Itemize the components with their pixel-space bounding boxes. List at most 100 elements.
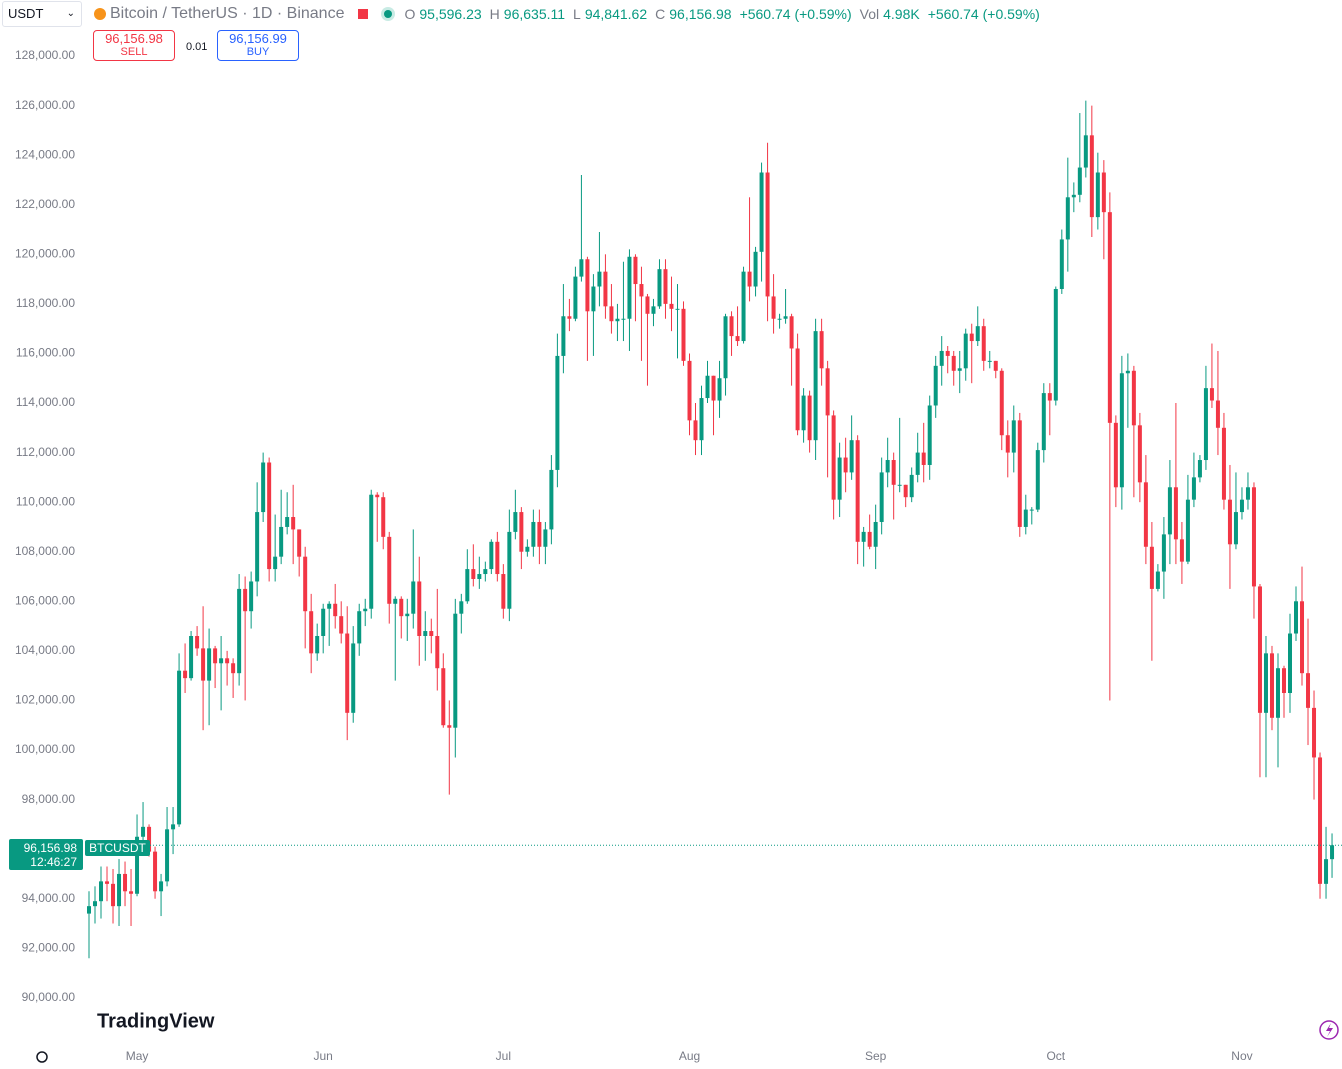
candle-body: [189, 635, 194, 679]
x-tick-label: Nov: [1231, 1049, 1252, 1063]
candle-body: [855, 440, 860, 542]
open-value: 95,596.23: [419, 6, 482, 22]
candle-body: [603, 271, 608, 307]
candle-body: [519, 512, 524, 552]
flag[interactable]: [358, 9, 369, 19]
candle-body: [843, 457, 848, 473]
lightning-icon[interactable]: [1319, 1020, 1339, 1040]
candle-body: [285, 517, 290, 527]
close-value: 96,156.98: [669, 6, 732, 22]
high-value: 96,635.11: [503, 6, 566, 22]
y-tick-label: 90,000.00: [22, 990, 76, 1004]
candle-body: [351, 643, 356, 713]
candle-body: [939, 350, 944, 366]
y-tick-label: 106,000.00: [15, 593, 75, 607]
candle-body: [735, 336, 740, 342]
buy-button[interactable]: 96,156.99 BUY: [217, 30, 299, 61]
last-price: 96,156.98: [23, 841, 77, 855]
candle-body: [681, 308, 686, 361]
candle-body: [807, 395, 812, 441]
candle-body: [885, 460, 890, 473]
candle-body: [687, 360, 692, 421]
sell-button[interactable]: 96,156.98 SELL: [93, 30, 175, 61]
candle-body: [861, 531, 866, 542]
candle-body: [1047, 393, 1052, 401]
candle-body: [831, 415, 836, 500]
candle-body: [123, 873, 128, 892]
candle-body: [369, 494, 374, 609]
candle-body: [1107, 212, 1112, 423]
candle-body: [591, 286, 596, 312]
candle-body: [117, 873, 122, 907]
candle-body: [207, 648, 212, 681]
candle-body: [981, 326, 986, 361]
candle-body: [111, 883, 116, 907]
candle-body: [255, 512, 260, 582]
candle-body: [567, 316, 572, 319]
candle-body: [1071, 194, 1076, 198]
candle-body: [1143, 482, 1148, 547]
candle-body: [915, 452, 920, 475]
candle-body: [429, 631, 434, 636]
candle-body: [507, 531, 512, 609]
candle-body: [411, 581, 416, 614]
y-tick-label: 112,000.00: [16, 445, 75, 459]
candle-body: [1306, 673, 1311, 708]
candle-body: [1312, 707, 1317, 758]
candle-body: [771, 296, 776, 319]
candle-body: [579, 259, 584, 277]
candle-body: [1137, 425, 1142, 483]
candle-body: [963, 333, 968, 369]
candle-body: [921, 452, 926, 465]
y-tick-label: 118,000.00: [16, 296, 75, 310]
candle-body: [1059, 239, 1064, 289]
candle-body: [1101, 172, 1106, 213]
x-tick-label: Jun: [314, 1049, 333, 1063]
candle-body: [417, 581, 422, 636]
candle-body: [153, 851, 158, 892]
candle-body: [105, 881, 110, 884]
candle-body: [711, 375, 716, 401]
candle-body: [213, 648, 218, 664]
candle-body: [1275, 668, 1280, 718]
symbol: Bitcoin / TetherUS · 1D · Binance: [110, 5, 345, 22]
candle-body: [525, 546, 530, 552]
y-tick-label: 108,000.00: [15, 544, 75, 558]
y-tick-label: 116,000.00: [16, 346, 75, 360]
c-label: C: [655, 6, 666, 22]
y-tick-label: 126,000.00: [15, 98, 75, 112]
candle-body: [1155, 571, 1160, 589]
candle-body: [1053, 288, 1058, 401]
candle-body: [1011, 420, 1016, 453]
candle-body: [291, 517, 296, 530]
candle-body: [669, 303, 674, 309]
candle-body: [339, 616, 344, 634]
candle-body: [975, 326, 980, 342]
candle-body: [543, 529, 548, 547]
candle-body: [993, 360, 998, 371]
candle-body: [129, 891, 134, 894]
candle-body: [1113, 422, 1118, 488]
candle-body: [273, 556, 278, 570]
candle-body: [495, 541, 500, 575]
candle-body: [1300, 601, 1305, 674]
spread: 0.01: [186, 41, 208, 53]
candle-body: [279, 526, 284, 557]
candle-body: [783, 316, 788, 319]
candle-body: [267, 462, 272, 570]
candle-body: [621, 318, 626, 320]
candle-body: [813, 331, 818, 441]
candle-body: [363, 608, 368, 612]
candle-body: [531, 521, 536, 547]
candle-body: [837, 457, 842, 500]
currency-select[interactable]: USDT ⌄: [2, 1, 82, 27]
settings-icon[interactable]: [36, 1051, 48, 1063]
candle-body: [1221, 427, 1226, 500]
candle-body: [1005, 435, 1010, 453]
candle-body: [1179, 539, 1184, 562]
candle-body: [903, 484, 908, 498]
buy-price: 96,156.99: [229, 31, 287, 46]
candle-body: [309, 611, 314, 654]
candle-body: [1197, 460, 1202, 478]
